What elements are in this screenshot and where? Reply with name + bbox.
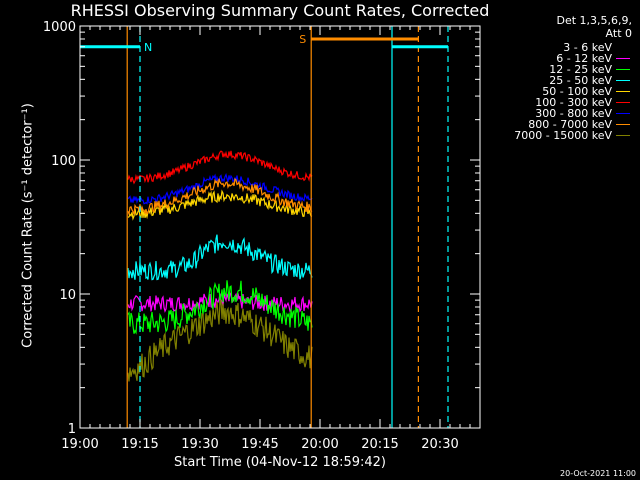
x-tick-label: 19:00 [61, 437, 98, 452]
y-tick-label: 1000 [43, 20, 76, 35]
x-tick-label: 20:30 [421, 437, 458, 452]
legend-entry-label: 100 - 300 keV [535, 96, 612, 109]
legend-swatch [616, 124, 630, 125]
legend-header-attenuator: Att 0 [605, 27, 632, 40]
x-tick-label: 20:00 [301, 437, 338, 452]
y-axis-label: Corrected Count Rate (s⁻¹ detector⁻¹) [20, 103, 36, 348]
legend-header: Det 1,3,5,6,9, Att 0 [556, 14, 632, 40]
series-line-800-7000kev [127, 177, 313, 217]
legend-entry: 6 - 12 keV [514, 53, 630, 64]
x-axis-label: Start Time (04-Nov-12 18:59:42) [174, 455, 386, 470]
series-line-7000-15000kev [127, 298, 313, 382]
legend-entry-label: 25 - 50 keV [549, 74, 612, 87]
y-tick-label: 100 [51, 154, 76, 169]
legend-entry: 50 - 100 keV [514, 86, 630, 97]
x-tick-label: 19:30 [181, 437, 218, 452]
legend-swatch [616, 91, 630, 92]
series-line-300-800kev [127, 173, 313, 205]
x-tick-label: 19:45 [241, 437, 278, 452]
legend-entry: 25 - 50 keV [514, 75, 630, 86]
legend: 3 - 6 keV 6 - 12 keV 12 - 25 keV 25 - 50 ke… [514, 42, 630, 141]
legend-entry-label: 7000 - 15000 keV [514, 129, 612, 142]
legend-entry-label: 300 - 800 keV [535, 107, 612, 120]
chart-title: RHESSI Observing Summary Count Rates, Co… [70, 1, 490, 20]
y-tick-label: 10 [59, 288, 76, 303]
legend-entry: 7000 - 15000 keV [514, 130, 630, 141]
legend-entry: 300 - 800 keV [514, 108, 630, 119]
legend-swatch [616, 102, 630, 103]
y-tick-label: 1 [68, 422, 76, 437]
legend-swatch [616, 69, 630, 70]
flag-label-s: S [299, 33, 306, 46]
legend-entry-label: 50 - 100 keV [542, 85, 612, 98]
legend-entry-label: 3 - 6 keV [563, 41, 612, 54]
legend-entry: 800 - 7000 keV [514, 119, 630, 130]
legend-swatch [616, 58, 630, 59]
legend-swatch [616, 80, 630, 81]
legend-swatch [616, 47, 630, 48]
legend-entry-label: 800 - 7000 keV [528, 118, 612, 131]
legend-header-detectors: Det 1,3,5,6,9, [556, 14, 632, 27]
x-tick-label: 20:15 [361, 437, 398, 452]
series-line-50-100kev [127, 189, 313, 221]
legend-entry: 100 - 300 keV [514, 97, 630, 108]
footer-timestamp: 20-Oct-2021 11:00 [560, 469, 636, 478]
series-line-3-6kev [193, 346, 289, 429]
series-line-100-300kev [127, 150, 313, 185]
x-tick-label: 19:15 [121, 437, 158, 452]
flag-label-n: N [144, 41, 152, 54]
series-line-25-50kev [127, 234, 313, 281]
legend-entry-label: 6 - 12 keV [556, 52, 612, 65]
legend-swatch [616, 113, 630, 114]
legend-entry-label: 12 - 25 keV [549, 63, 612, 76]
legend-entry: 3 - 6 keV [514, 42, 630, 53]
legend-swatch [616, 135, 630, 136]
legend-entry: 12 - 25 keV [514, 64, 630, 75]
